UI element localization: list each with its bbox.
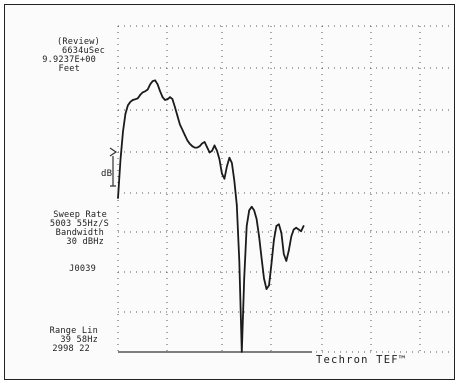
response-curve-group: [117, 79, 305, 353]
grid: [109, 25, 452, 353]
curve-point: [295, 226, 298, 229]
y-axis-unit: dB: [101, 169, 113, 179]
curve-point: [169, 96, 171, 99]
curve-point: [243, 277, 246, 280]
range-span: 39 58Hz: [60, 335, 98, 345]
curve-point: [154, 79, 157, 82]
curve-point: [280, 232, 283, 234]
curve-point: [131, 99, 134, 101]
analyzer-screen: [4, 4, 455, 380]
sweep-rate-label: Sweep Rate: [53, 210, 107, 220]
review-mode-label: (Review): [57, 37, 100, 47]
curve-point: [273, 239, 275, 241]
bandwidth-value: 30 dBHz: [66, 237, 104, 247]
range-start: 2998 22: [52, 344, 90, 354]
curve-point: [139, 93, 142, 96]
curve-point: [146, 88, 149, 91]
techron-tef-watermark: Techron TEF™: [316, 354, 407, 366]
curve-point: [287, 249, 290, 252]
curve-point: [250, 205, 253, 208]
sweep-rate-value: 5003 55Hz/S: [49, 219, 109, 229]
curve-point: [183, 134, 186, 136]
curve-point: [302, 225, 305, 227]
curve-point: [213, 144, 216, 147]
curve-point: [265, 288, 268, 290]
curve-point: [117, 197, 119, 199]
distance-readout: 9.9237E+00: [42, 55, 96, 65]
time-readout: 6634uSec: [62, 46, 105, 56]
curve-point: [258, 235, 260, 238]
curve-point: [206, 146, 209, 149]
curve-point: [221, 172, 223, 175]
response-curve: [117, 79, 305, 353]
curve-point: [228, 156, 231, 159]
range-label: Range Lin: [49, 326, 98, 336]
curve-point: [176, 114, 179, 117]
curve-point: [124, 113, 127, 115]
curve-point: [235, 204, 238, 206]
bandwidth-label: Bandwidth: [55, 228, 104, 238]
db-scale-marker: [109, 147, 118, 187]
marker-code: J0039: [69, 264, 96, 274]
curve-point: [191, 145, 194, 148]
curve-point: [161, 96, 164, 99]
curve-point: [198, 145, 201, 148]
distance-unit: Feet: [58, 64, 80, 74]
